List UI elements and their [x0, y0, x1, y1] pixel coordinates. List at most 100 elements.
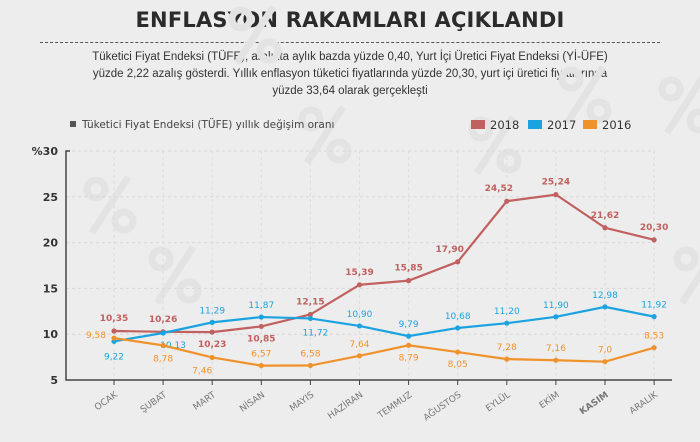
- data-point-2018: [553, 192, 559, 198]
- legend-swatch: [471, 120, 485, 129]
- data-label-2017: 10,68: [445, 312, 471, 322]
- data-point-2018: [209, 329, 215, 335]
- data-point-2016: [651, 345, 657, 351]
- data-point-2016: [553, 357, 559, 363]
- legend-label: 2017: [547, 118, 576, 132]
- data-label-2018: 15,39: [345, 268, 373, 278]
- data-point-2017: [307, 315, 313, 322]
- data-point-2017: [258, 314, 264, 320]
- percent-watermark-icon: [83, 175, 137, 235]
- subtitle: Tüketici Fiyat Endeksi (TÜFE), aralıkta …: [92, 51, 608, 97]
- data-label-2017: 9,79: [399, 320, 419, 330]
- x-tick-label: EKİM: [537, 389, 561, 411]
- data-label-2017: 11,29: [199, 306, 225, 316]
- series-line-2018: [113, 193, 655, 334]
- x-tick-label: MAYIS: [288, 390, 316, 414]
- data-label-2017: 11,20: [494, 307, 520, 317]
- data-label-2018: 20,30: [640, 223, 668, 233]
- data-label-2017: 11,72: [303, 328, 329, 338]
- data-point-2017: [356, 323, 363, 329]
- x-tick-label: KASIM: [578, 390, 611, 417]
- x-tick-label: HAZİRAN: [326, 389, 366, 421]
- data-label-2016: 8,79: [399, 353, 419, 363]
- y-tick-label: 10: [43, 328, 59, 341]
- legend-swatch: [528, 120, 542, 129]
- data-label-2017: 11,92: [641, 301, 667, 311]
- data-label-2018: 10,85: [247, 334, 275, 344]
- data-point-2018: [111, 328, 117, 334]
- data-point-2016: [504, 356, 510, 362]
- data-label-2017: 9,22: [104, 352, 124, 362]
- data-label-2017: 10,90: [347, 310, 373, 320]
- x-tick-label: ŞUBAT: [139, 390, 169, 415]
- percent-watermark-icon: [148, 245, 202, 305]
- data-label-2016: 7,16: [546, 344, 566, 354]
- axis: [65, 150, 672, 381]
- data-label-2018: 25,24: [542, 178, 570, 188]
- x-tick-label: MART: [192, 390, 219, 413]
- title-marker: [70, 121, 76, 127]
- data-point-2018: [356, 282, 363, 288]
- percent-watermark-icon: [228, 5, 282, 65]
- data-point-2017: [504, 320, 510, 326]
- x-tick-label: OCAK: [93, 390, 120, 413]
- data-label-2017: 11,87: [248, 301, 274, 311]
- data-point-2016: [307, 362, 313, 369]
- legend-swatch: [583, 120, 597, 129]
- data-label-2016: 7,0: [598, 346, 613, 356]
- percent-watermark-icon: [298, 105, 352, 165]
- data-label-2018: 24,52: [485, 184, 513, 194]
- data-label-2016: 9,58: [86, 331, 106, 341]
- data-label-2016: 7,46: [192, 366, 212, 376]
- legend-label: 2018: [490, 118, 519, 132]
- data-label-2016: 6,57: [251, 350, 271, 360]
- data-label-2018: 10,26: [149, 315, 177, 325]
- legend-label: 2016: [602, 118, 631, 132]
- data-label-2016: 8,53: [644, 332, 664, 342]
- data-point-2016: [209, 354, 215, 361]
- data-label-2018: 10,35: [100, 314, 128, 324]
- data-label-2016: 8,78: [153, 354, 173, 364]
- data-point-2017: [553, 314, 559, 320]
- data-point-2016: [160, 342, 166, 348]
- data-label-2018: 15,85: [394, 264, 422, 274]
- percent-watermark-icon: [658, 75, 700, 135]
- x-tick-label: ARALIK: [628, 390, 661, 417]
- data-point-2016: [602, 359, 608, 365]
- data-label-2016: 8,05: [448, 360, 468, 370]
- x-tick-label: NİSAN: [238, 389, 267, 414]
- data-label-2016: 7,64: [349, 340, 369, 350]
- data-label-2017: 11,90: [543, 301, 569, 311]
- data-point-2018: [651, 237, 657, 243]
- series-line-2016: [113, 336, 655, 367]
- data-point-2017: [455, 325, 461, 331]
- x-tick-label: TEMMUZ: [376, 390, 415, 421]
- chart-title: Tüketici Fiyat Endeksi (TÜFE) yıllık değ…: [81, 118, 334, 131]
- percent-watermark-icon: [558, 65, 612, 125]
- y-tick-label: 15: [43, 282, 58, 295]
- data-label-2017: 10,13: [160, 341, 186, 351]
- data-point-2018: [455, 259, 461, 265]
- data-point-2018: [258, 323, 264, 330]
- data-point-2017: [160, 330, 166, 336]
- title-divider: [40, 42, 660, 43]
- data-label-2018: 17,90: [435, 245, 463, 255]
- data-point-2016: [406, 342, 412, 348]
- y-tick-label: 5: [50, 374, 58, 387]
- data-point-2016: [455, 349, 461, 355]
- data-point-2017: [602, 304, 608, 310]
- x-tick-label: AĞUSTOS: [421, 388, 464, 423]
- data-label-2017: 12,98: [592, 291, 618, 301]
- data-label-2018: 21,62: [591, 211, 619, 221]
- data-point-2016: [258, 363, 264, 369]
- data-label-2016: 7,28: [497, 343, 517, 353]
- data-point-2017: [651, 314, 657, 320]
- page-title: ENFLASYON RAKAMLARI AÇIKLANDI: [135, 8, 565, 32]
- data-label-2018: 12,15: [296, 298, 324, 308]
- data-point-2018: [406, 278, 412, 284]
- percent-watermark-icon: [673, 246, 700, 305]
- data-point-2016: [111, 335, 117, 341]
- data-label-2016: 6,58: [300, 350, 320, 360]
- data-point-2017: [209, 319, 215, 325]
